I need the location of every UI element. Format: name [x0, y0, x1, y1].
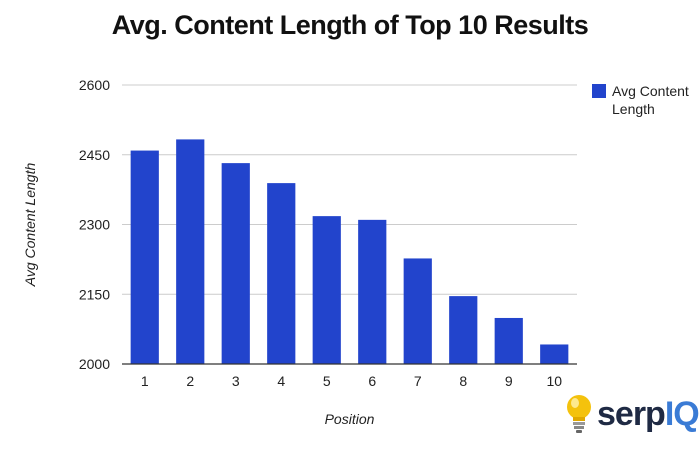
- brand-logo: serpIQ: [563, 392, 700, 436]
- bar: [494, 317, 523, 364]
- x-tick-label: 8: [459, 373, 467, 389]
- y-axis-title: Avg Content Length: [22, 163, 38, 288]
- bar: [312, 216, 341, 364]
- bar: [267, 183, 296, 364]
- brand-text-accent: IQ: [664, 394, 700, 433]
- bar: [221, 163, 250, 364]
- bulb-glass: [567, 395, 591, 419]
- x-tick-label: 1: [141, 373, 149, 389]
- brand-text-main: serp: [597, 394, 666, 433]
- x-tick-label: 2: [186, 373, 194, 389]
- bar: [358, 219, 387, 364]
- bar: [176, 139, 205, 364]
- x-tick-label: 4: [277, 373, 285, 389]
- bar: [403, 258, 432, 364]
- lightbulb-icon: [567, 395, 591, 433]
- x-tick-label: 3: [232, 373, 240, 389]
- x-tick-label: 6: [368, 373, 376, 389]
- x-tick-label: 9: [505, 373, 513, 389]
- bar: [130, 150, 159, 364]
- x-axis-title: Position: [325, 411, 375, 427]
- y-tick-label: 2450: [79, 147, 110, 163]
- legend-swatch: [592, 84, 606, 98]
- x-tick-label: 5: [323, 373, 331, 389]
- y-tick-label: 2300: [79, 217, 110, 233]
- x-tick-label: 10: [546, 373, 562, 389]
- brand-wordmark: serpIQ: [597, 394, 700, 434]
- bar: [540, 344, 569, 364]
- legend-label: Avg Content Length: [612, 83, 689, 117]
- bar: [449, 296, 478, 364]
- legend: Avg Content Length: [592, 82, 700, 118]
- y-tick-label: 2150: [79, 286, 110, 302]
- x-tick-label: 7: [414, 373, 422, 389]
- y-tick-label: 2600: [79, 77, 110, 93]
- y-tick-label: 2000: [79, 356, 110, 372]
- chart-title: Avg. Content Length of Top 10 Results: [111, 10, 589, 40]
